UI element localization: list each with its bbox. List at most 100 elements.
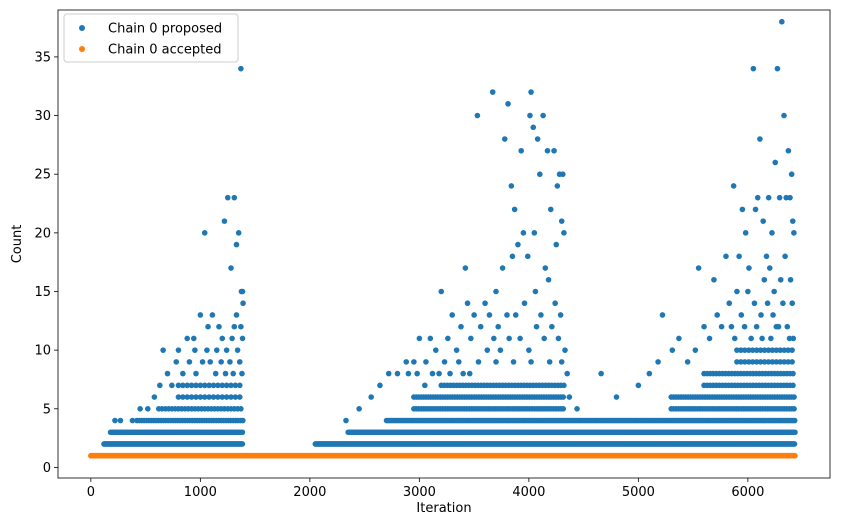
proposed-point bbox=[188, 394, 195, 400]
proposed-point bbox=[730, 183, 737, 189]
proposed-point bbox=[201, 394, 208, 400]
proposed-point bbox=[792, 429, 798, 436]
proposed-point bbox=[180, 370, 186, 377]
legend-marker-accepted bbox=[79, 46, 85, 52]
proposed-point bbox=[201, 382, 208, 389]
proposed-point bbox=[466, 370, 473, 377]
proposed-point bbox=[736, 253, 742, 260]
proposed-point bbox=[215, 382, 221, 389]
proposed-point bbox=[557, 312, 564, 318]
proposed-point bbox=[791, 230, 797, 236]
proposed-point bbox=[515, 241, 521, 248]
proposed-point bbox=[734, 347, 740, 353]
x-axis-label: Iteration bbox=[416, 501, 471, 516]
proposed-point bbox=[512, 312, 519, 318]
proposed-point bbox=[219, 394, 226, 400]
proposed-point bbox=[551, 147, 557, 154]
proposed-point bbox=[423, 359, 429, 365]
proposed-point bbox=[540, 112, 546, 119]
proposed-point bbox=[772, 159, 779, 166]
proposed-point bbox=[520, 230, 527, 236]
proposed-point bbox=[738, 359, 744, 365]
proposed-point bbox=[504, 312, 510, 318]
series-accepted-points bbox=[88, 452, 798, 459]
proposed-point bbox=[741, 323, 748, 330]
proposed-point bbox=[789, 359, 795, 365]
proposed-point bbox=[231, 323, 238, 330]
proposed-point bbox=[501, 136, 508, 142]
proposed-point bbox=[239, 335, 246, 342]
proposed-point bbox=[510, 359, 517, 365]
proposed-point bbox=[544, 147, 551, 154]
proposed-point bbox=[240, 417, 246, 424]
proposed-point bbox=[760, 218, 767, 224]
proposed-point bbox=[197, 312, 204, 318]
proposed-point bbox=[144, 405, 151, 412]
proposed-point bbox=[789, 300, 796, 307]
proposed-point bbox=[112, 417, 118, 424]
y-tick-label: 10 bbox=[34, 344, 51, 359]
proposed-point bbox=[746, 265, 752, 271]
proposed-point bbox=[558, 218, 565, 224]
legend-label-proposed: Chain 0 proposed bbox=[108, 22, 222, 37]
proposed-point bbox=[718, 323, 725, 330]
y-tick-label: 5 bbox=[43, 402, 51, 417]
proposed-point bbox=[723, 253, 729, 260]
proposed-point bbox=[197, 382, 204, 389]
proposed-point bbox=[574, 405, 580, 412]
proposed-point bbox=[613, 394, 620, 400]
proposed-point bbox=[232, 394, 239, 400]
proposed-point bbox=[475, 359, 482, 365]
proposed-point bbox=[753, 323, 760, 330]
x-tick-label: 0 bbox=[87, 485, 95, 500]
proposed-point bbox=[564, 370, 570, 377]
proposed-point bbox=[239, 429, 246, 436]
proposed-point bbox=[239, 288, 246, 295]
y-tick-label: 15 bbox=[34, 285, 51, 300]
proposed-point bbox=[493, 288, 499, 295]
proposed-point bbox=[734, 288, 740, 295]
proposed-point bbox=[786, 335, 793, 342]
series-proposed-points bbox=[101, 18, 798, 447]
proposed-point bbox=[506, 335, 512, 342]
proposed-point bbox=[560, 405, 567, 412]
proposed-point bbox=[495, 323, 502, 330]
proposed-point bbox=[493, 359, 499, 365]
proposed-point bbox=[528, 89, 534, 95]
proposed-point bbox=[669, 347, 676, 353]
proposed-point bbox=[186, 359, 193, 365]
proposed-point bbox=[411, 359, 417, 365]
proposed-point bbox=[416, 335, 423, 342]
plot-area bbox=[57, 9, 831, 479]
proposed-point bbox=[545, 276, 552, 283]
proposed-point bbox=[432, 347, 439, 353]
proposed-point bbox=[236, 382, 243, 389]
proposed-point bbox=[199, 359, 206, 365]
x-tick-label: 1000 bbox=[184, 485, 217, 500]
proposed-point bbox=[530, 124, 537, 131]
proposed-point bbox=[517, 335, 523, 342]
proposed-point bbox=[791, 394, 797, 400]
proposed-point bbox=[235, 230, 242, 236]
proposed-point bbox=[784, 323, 791, 330]
y-axis-label: Count bbox=[10, 225, 25, 264]
proposed-point bbox=[468, 335, 474, 342]
proposed-point bbox=[508, 183, 515, 189]
proposed-point bbox=[175, 347, 182, 353]
proposed-point bbox=[216, 323, 222, 330]
proposed-point bbox=[486, 312, 493, 318]
proposed-point bbox=[787, 276, 794, 283]
proposed-point bbox=[184, 335, 191, 342]
proposed-point bbox=[790, 335, 797, 342]
proposed-point bbox=[552, 300, 558, 307]
proposed-point bbox=[773, 359, 780, 365]
proposed-point bbox=[477, 323, 484, 330]
proposed-point bbox=[791, 405, 797, 412]
proposed-point bbox=[787, 194, 793, 201]
proposed-point bbox=[790, 370, 796, 377]
proposed-point bbox=[180, 394, 186, 400]
proposed-point bbox=[782, 253, 788, 260]
proposed-point bbox=[728, 323, 735, 330]
proposed-point bbox=[777, 359, 784, 365]
